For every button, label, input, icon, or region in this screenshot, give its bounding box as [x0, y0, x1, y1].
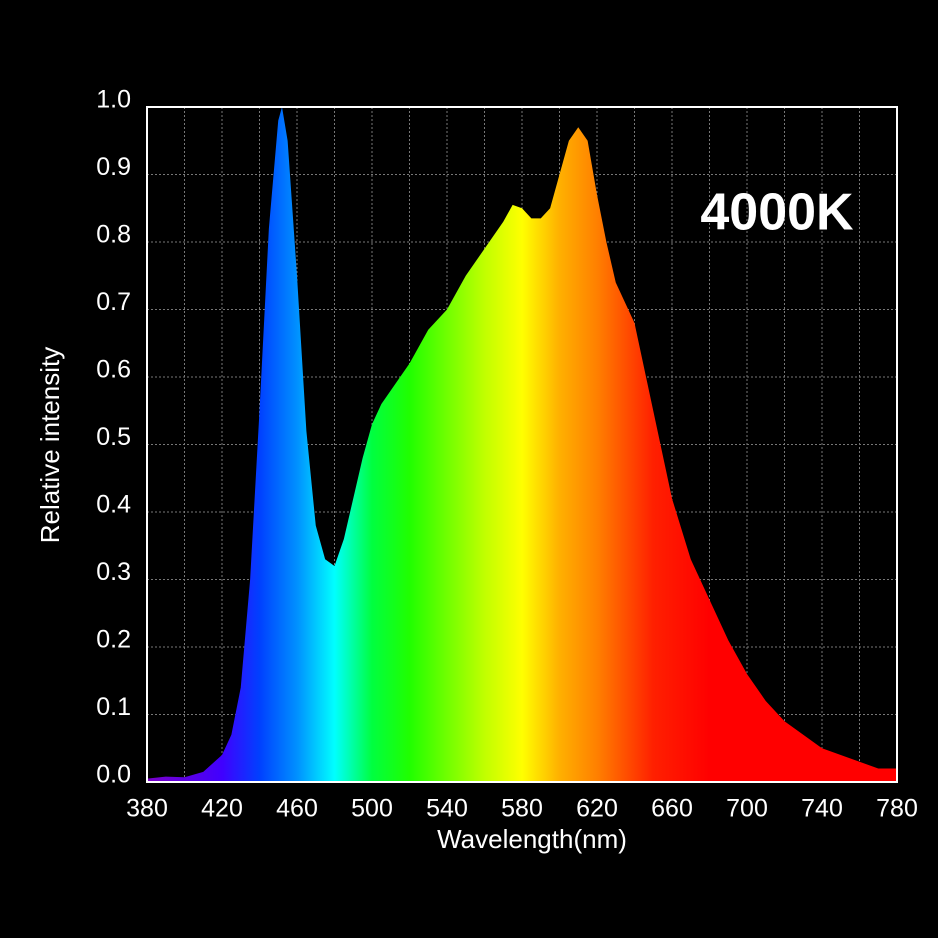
x-tick-label: 540	[426, 795, 468, 823]
x-tick-label: 460	[276, 795, 318, 823]
y-tick-label: 0.7	[96, 288, 131, 316]
y-tick-label: 0.6	[96, 356, 131, 384]
x-tick-label: 780	[876, 795, 918, 823]
y-tick-label: 0.9	[96, 153, 131, 181]
y-tick-label: 0.0	[96, 761, 131, 789]
y-tick-label: 0.5	[96, 423, 131, 451]
y-tick-label: 0.3	[96, 558, 131, 586]
x-tick-label: 660	[651, 795, 693, 823]
x-tick-label: 620	[576, 795, 618, 823]
x-tick-label: 420	[201, 795, 243, 823]
x-tick-label: 380	[126, 795, 168, 823]
y-tick-label: 0.8	[96, 221, 131, 249]
x-tick-label: 740	[801, 795, 843, 823]
y-tick-label: 0.1	[96, 693, 131, 721]
x-axis-label: Wavelength(nm)	[437, 824, 627, 854]
y-tick-label: 1.0	[96, 86, 131, 114]
x-tick-label: 500	[351, 795, 393, 823]
spectrum-area	[147, 107, 897, 782]
y-tick-label: 0.4	[96, 491, 131, 519]
x-tick-label: 580	[501, 795, 543, 823]
y-axis-label: Relative intensity	[35, 347, 65, 544]
plot-frame	[146, 106, 898, 783]
x-tick-label: 700	[726, 795, 768, 823]
annotation: 4000K	[700, 184, 854, 242]
y-tick-label: 0.2	[96, 626, 131, 654]
